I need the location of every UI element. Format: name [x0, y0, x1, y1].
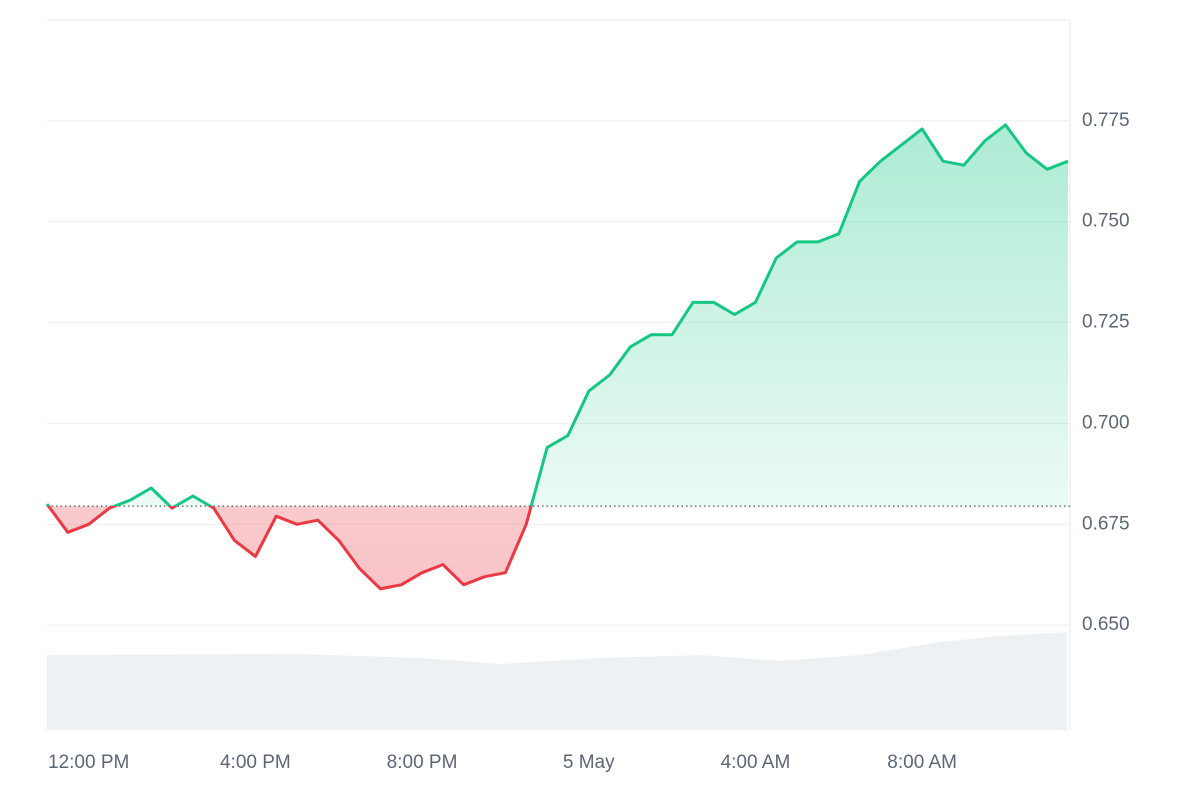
y-tick-label: 0.750 — [1082, 211, 1130, 232]
y-tick-label: 0.650 — [1082, 614, 1130, 635]
x-tick-label: 4:00 AM — [721, 752, 791, 773]
y-tick-label: 0.700 — [1082, 412, 1130, 433]
y-tick-label: 0.775 — [1082, 110, 1130, 131]
x-tick-label: 4:00 PM — [220, 752, 291, 773]
area-below — [47, 506, 1068, 589]
x-tick-label: 12:00 PM — [48, 752, 129, 773]
y-tick-label: 0.675 — [1082, 513, 1130, 534]
price-line-above — [45, 123, 1069, 507]
volume-area — [47, 632, 1067, 730]
x-tick-label: 5 May — [563, 752, 615, 773]
area-above — [47, 124, 1068, 507]
price-line-below — [46, 506, 533, 591]
x-tick-label: 8:00 AM — [887, 752, 957, 773]
x-tick-label: 8:00 PM — [387, 752, 458, 773]
y-tick-label: 0.725 — [1082, 312, 1130, 333]
